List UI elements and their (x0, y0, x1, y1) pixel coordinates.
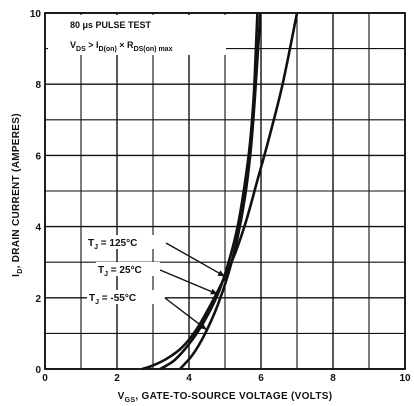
label-bg-neg55 (87, 290, 165, 304)
y-tick-label: 6 (35, 151, 41, 162)
y-tick-label: 10 (30, 9, 42, 20)
plot-frame (44, 12, 406, 370)
curve-label-25c: TJ = 25°C (98, 265, 142, 278)
leader-arrow-125c (165, 242, 226, 278)
y-tick-label: 0 (35, 365, 41, 376)
pulse-test-note: 80 μs PULSE TEST (70, 20, 152, 30)
leader-arrow-neg55c-head (199, 323, 207, 330)
curve-label-neg55c: TJ = -55°C (89, 293, 136, 306)
annotation-background (48, 15, 226, 55)
series-line-neg55c (179, 12, 262, 370)
y-tick-label: 4 (35, 223, 41, 234)
y-tick-label: 8 (35, 80, 41, 91)
test-condition-note: VDS > ID(on) × RDS(on) max (70, 40, 173, 53)
y-axis-label: ID, DRAIN CURRENT (AMPERES) (11, 113, 24, 277)
x-tick-label: 4 (186, 373, 192, 384)
x-tick-label: 2 (114, 373, 120, 384)
leader-arrow-25c (159, 269, 219, 295)
label-bg-125 (86, 235, 166, 249)
leader-arrow-125c-head (217, 270, 225, 277)
curve-label-125c: TJ = 125°C (88, 238, 137, 251)
y-tick-label: 2 (35, 294, 41, 305)
x-axis-label: VGS, GATE-TO-SOURCE VOLTAGE (VOLTS) (118, 391, 333, 404)
label-bg-25 (96, 262, 160, 276)
leader-arrow-25c-head (210, 288, 218, 295)
x-tick-label: 10 (399, 373, 411, 384)
leader-arrow-neg55c (164, 297, 208, 331)
x-tick-label: 0 (42, 373, 48, 384)
x-tick-label: 6 (258, 373, 264, 384)
grid (44, 12, 406, 370)
x-tick-label: 8 (330, 373, 336, 384)
